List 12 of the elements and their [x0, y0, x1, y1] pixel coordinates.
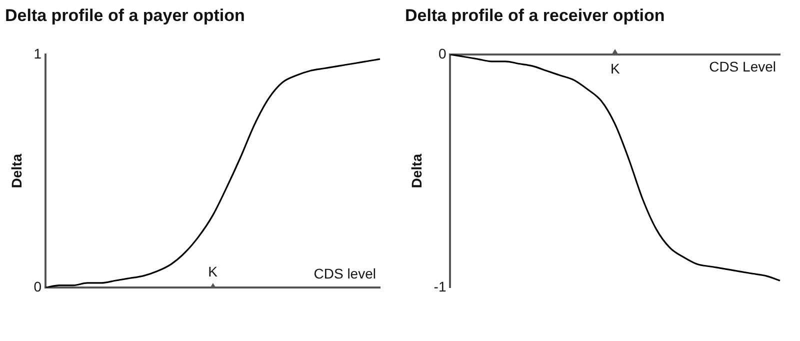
y-tick-label: 0 [438, 45, 446, 62]
y-axis-title: Delta [408, 154, 424, 188]
y-tick-label: 0 [34, 278, 42, 294]
y-tick-label: -1 [434, 278, 446, 294]
x-axis-title: CDS level [314, 265, 376, 282]
chart-title: Delta profile of a payer option [5, 6, 245, 25]
y-axis-title: Delta [8, 154, 24, 188]
annotation: K [610, 60, 620, 76]
y-tick-label: 1 [34, 45, 42, 62]
x-axis-title: CDS Level [709, 58, 776, 74]
annotation: K [208, 263, 218, 280]
chart-title: Delta profile of a receiver option [405, 6, 665, 25]
